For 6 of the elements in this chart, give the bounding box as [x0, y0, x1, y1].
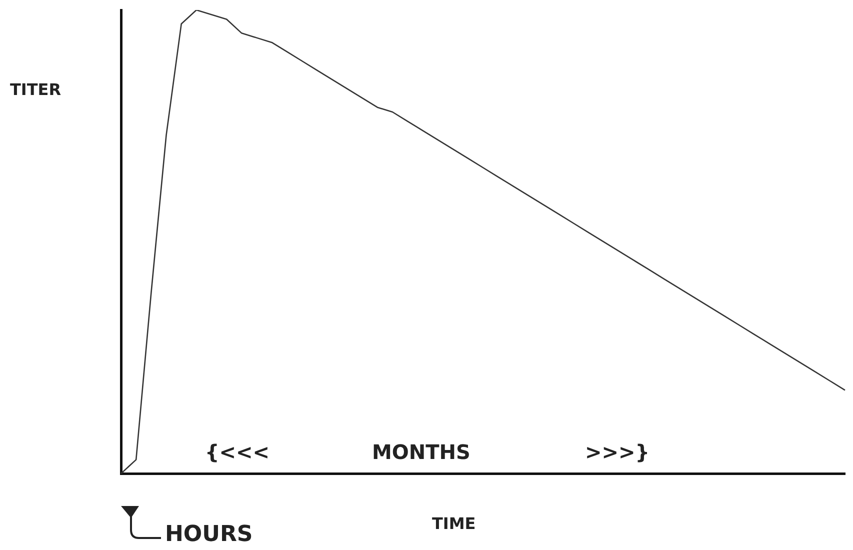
annotation: MONTHS — [372, 440, 470, 464]
annotation: >>>} — [585, 440, 650, 464]
text: HOURS — [165, 522, 253, 547]
x-axis-title: TIME — [432, 514, 476, 533]
y-axis-title: TITER — [10, 80, 62, 99]
annotation: {<<< — [205, 440, 270, 464]
